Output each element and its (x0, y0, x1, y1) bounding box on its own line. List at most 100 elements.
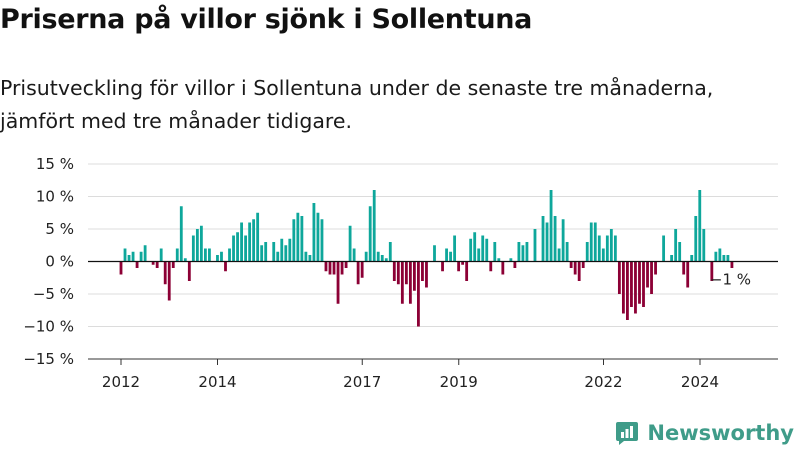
bar (425, 261, 428, 288)
bar (453, 235, 457, 262)
bar (694, 216, 698, 262)
bar (123, 248, 127, 262)
bar (332, 261, 336, 275)
bar (224, 261, 227, 272)
bar (340, 261, 344, 275)
bar (163, 261, 167, 285)
chart-title: Priserna på villor sjönk i Sollentuna (0, 4, 533, 35)
bar (617, 261, 621, 294)
bar (517, 242, 521, 262)
bar (670, 255, 674, 262)
bar (208, 248, 211, 262)
bar (336, 261, 340, 304)
chart-subtitle: Prisutveckling för villor i Sollentuna u… (0, 76, 714, 133)
bar (449, 251, 452, 262)
newsworthy-logo-icon (616, 422, 639, 445)
bar (718, 248, 722, 262)
bar (642, 261, 645, 307)
bar (308, 255, 312, 262)
x-tick-label: 2012 (102, 373, 140, 390)
bar (191, 235, 195, 262)
bar (441, 261, 444, 272)
bar (549, 190, 553, 262)
bar (216, 255, 219, 262)
bar (690, 255, 694, 262)
y-axis-labels: 15 % 10 % 5 % 0 % −5 % −10 % −15 % (23, 155, 74, 368)
bar (726, 255, 730, 262)
brand-logo: Newsworthy (614, 418, 794, 448)
x-tick-label: 2019 (440, 373, 478, 390)
bar (388, 242, 392, 262)
x-tick-label: 2022 (584, 373, 622, 390)
bar (183, 258, 187, 262)
bar (139, 251, 143, 262)
bar (714, 251, 718, 262)
bar (609, 229, 613, 262)
bar (634, 261, 637, 314)
bar (433, 245, 436, 262)
bar (175, 248, 179, 262)
y-tick-label: −10 % (23, 318, 74, 336)
bar (730, 261, 734, 268)
y-tick-label: −15 % (23, 350, 74, 368)
bar (127, 255, 131, 262)
bar (553, 216, 557, 262)
bar (240, 222, 243, 262)
bar (296, 212, 300, 262)
bar (561, 219, 565, 262)
bar (376, 251, 380, 262)
y-tick-label: 0 % (45, 253, 74, 271)
bar (171, 261, 175, 268)
bar (320, 219, 324, 262)
bar (646, 261, 649, 288)
bar (605, 235, 609, 262)
bar (710, 261, 714, 281)
bar (400, 261, 404, 304)
bar (119, 261, 123, 275)
bar (525, 242, 529, 262)
bar (252, 219, 256, 262)
bar (404, 261, 408, 285)
bar (372, 190, 376, 262)
bar (638, 261, 641, 304)
bar (380, 255, 384, 262)
bar (461, 261, 465, 265)
bar (465, 261, 469, 281)
bar (272, 242, 276, 262)
bar (493, 242, 497, 262)
bar (352, 248, 356, 262)
bar (151, 261, 155, 265)
bar (328, 261, 332, 275)
bar (533, 229, 537, 262)
bar (368, 206, 372, 262)
y-tick-label: 5 % (45, 220, 74, 238)
bar (581, 261, 585, 268)
bar (698, 190, 702, 262)
bar (501, 261, 505, 275)
bar (457, 261, 461, 272)
bar (384, 258, 388, 262)
bar (131, 251, 135, 262)
last-value-annotation: −1 % (710, 270, 751, 288)
bar (597, 235, 601, 262)
bar (264, 242, 268, 262)
bar (324, 261, 328, 272)
bar (228, 248, 231, 262)
y-tick-label: 10 % (36, 188, 74, 206)
bar (630, 261, 633, 307)
bar (256, 212, 260, 262)
bar (601, 248, 605, 262)
bar (412, 261, 416, 291)
y-tick-label: −5 % (33, 285, 74, 303)
bar (589, 222, 593, 262)
x-axis: 2012 2014 2017 2019 2022 2024 (88, 358, 778, 390)
bar (686, 261, 690, 288)
bar-chart: 15 %10 %5 %0 %−5 %−10 %−15 % 2012 2014 201… (23, 155, 778, 390)
bar (167, 261, 171, 301)
bar (195, 229, 199, 262)
bar (513, 261, 517, 268)
bar (473, 232, 477, 262)
bar (288, 238, 292, 262)
bar (244, 235, 248, 262)
bar (236, 232, 239, 262)
